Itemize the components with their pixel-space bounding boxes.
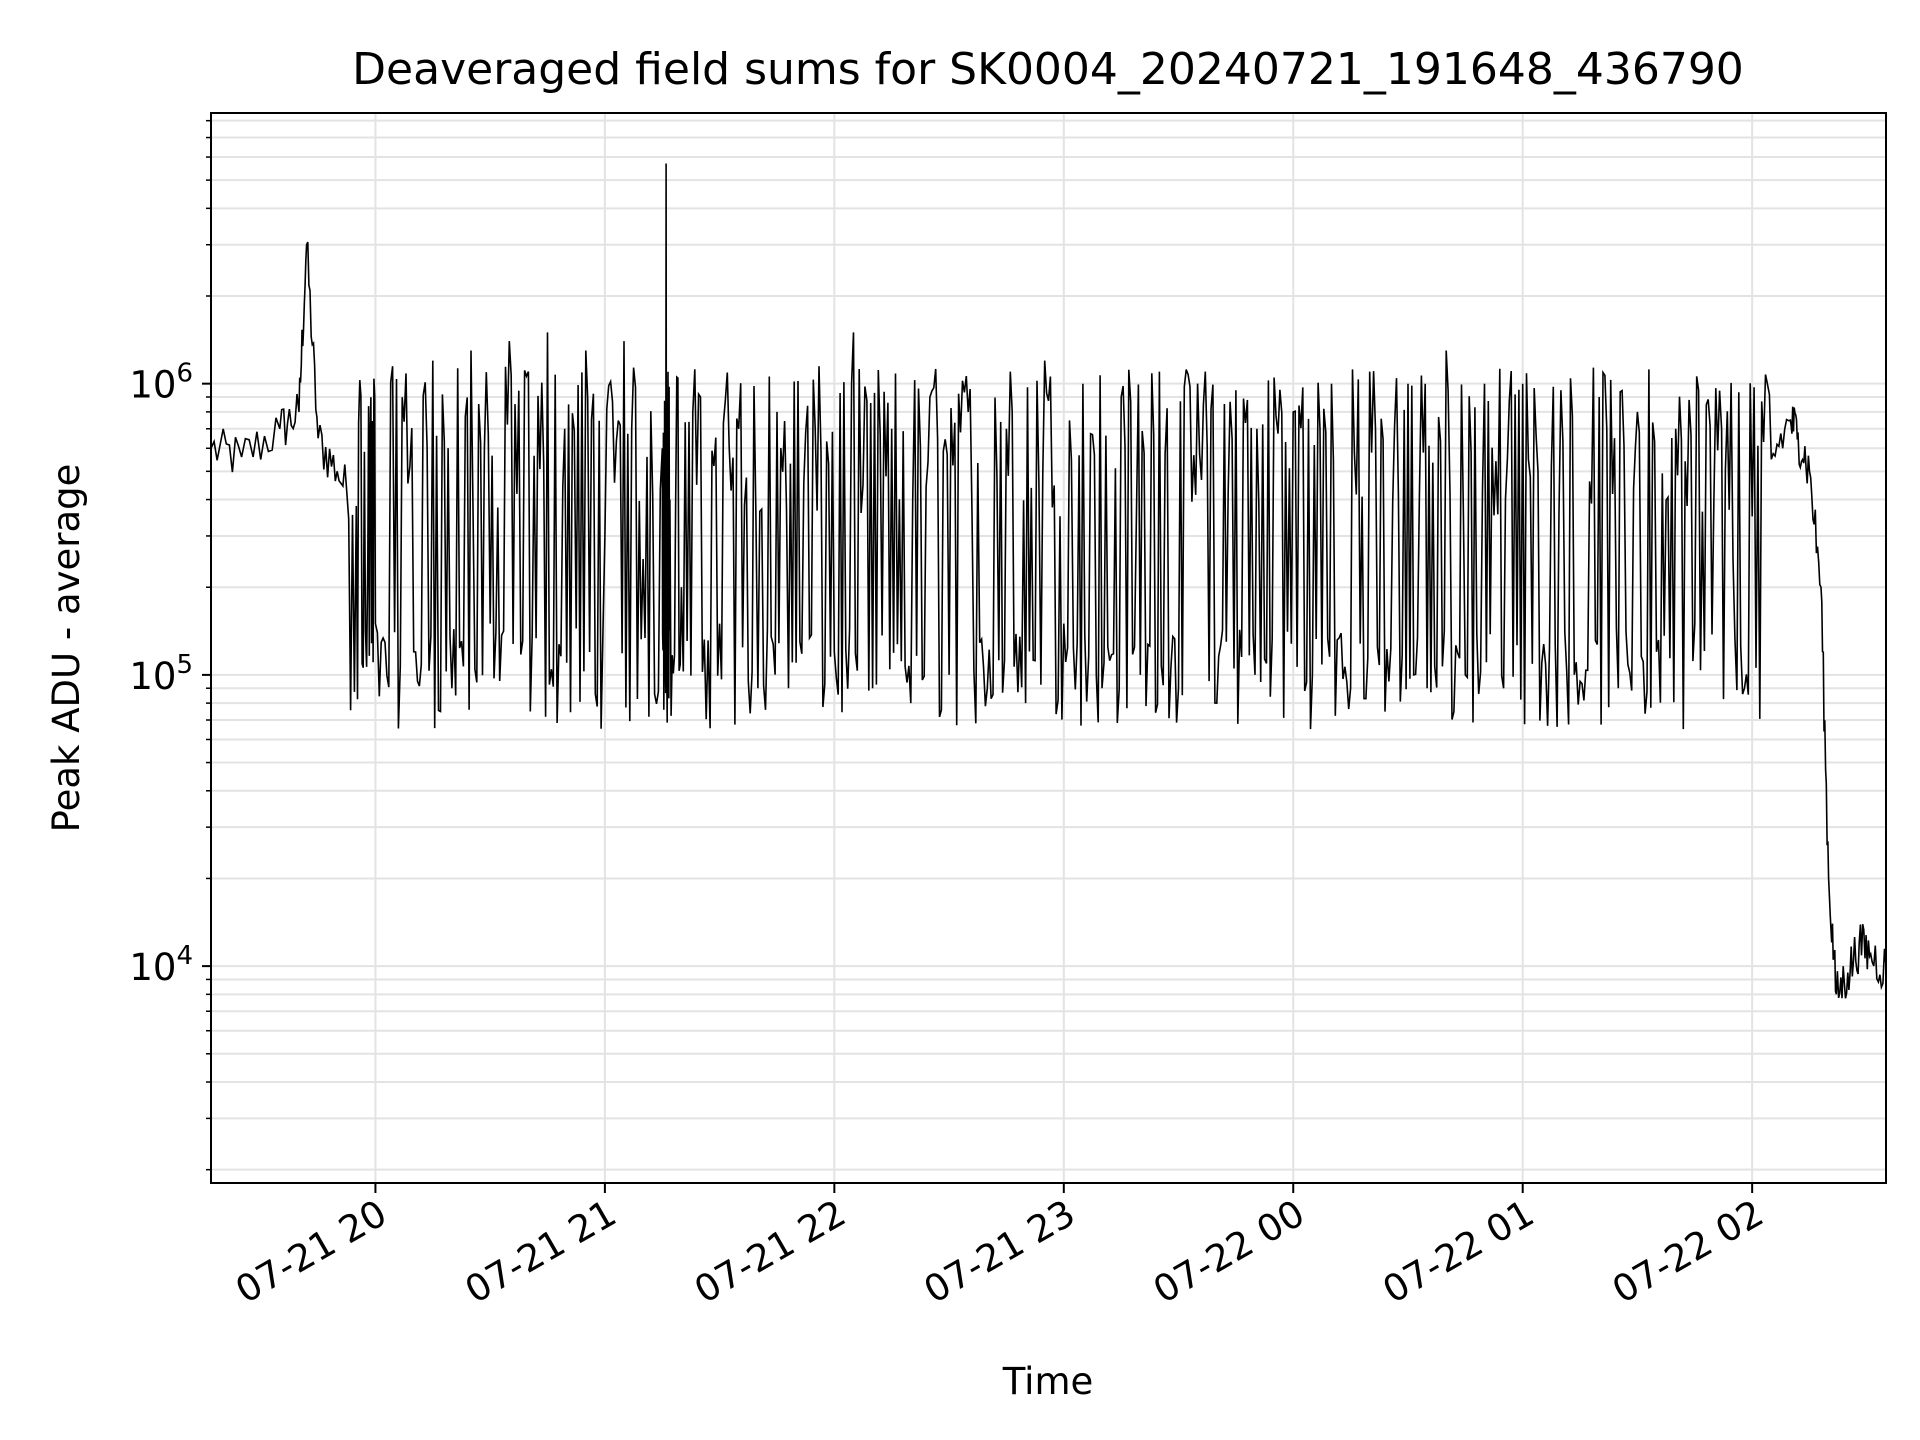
- data-trace: [210, 163, 1887, 999]
- y-tick-label: 104: [129, 941, 193, 989]
- y-tick-label-base: 10: [129, 655, 176, 698]
- y-tick-label-exponent: 5: [176, 650, 193, 680]
- y-tick-label-exponent: 6: [176, 359, 193, 389]
- plot-frame: [210, 112, 1887, 1184]
- y-tick-label: 106: [129, 359, 193, 407]
- y-tick-label-base: 10: [129, 364, 176, 407]
- series-line: [210, 163, 1887, 999]
- y-tick-label-base: 10: [129, 946, 176, 989]
- axis-ticks: [202, 119, 1754, 1193]
- y-axis-label: Peak ADU - average: [45, 464, 88, 833]
- chart-title: Deaveraged field sums for SK0004_2024072…: [352, 44, 1744, 95]
- y-tick-label-exponent: 4: [176, 941, 193, 971]
- x-axis-label: Time: [1002, 1360, 1094, 1403]
- y-tick-label: 105: [129, 650, 193, 698]
